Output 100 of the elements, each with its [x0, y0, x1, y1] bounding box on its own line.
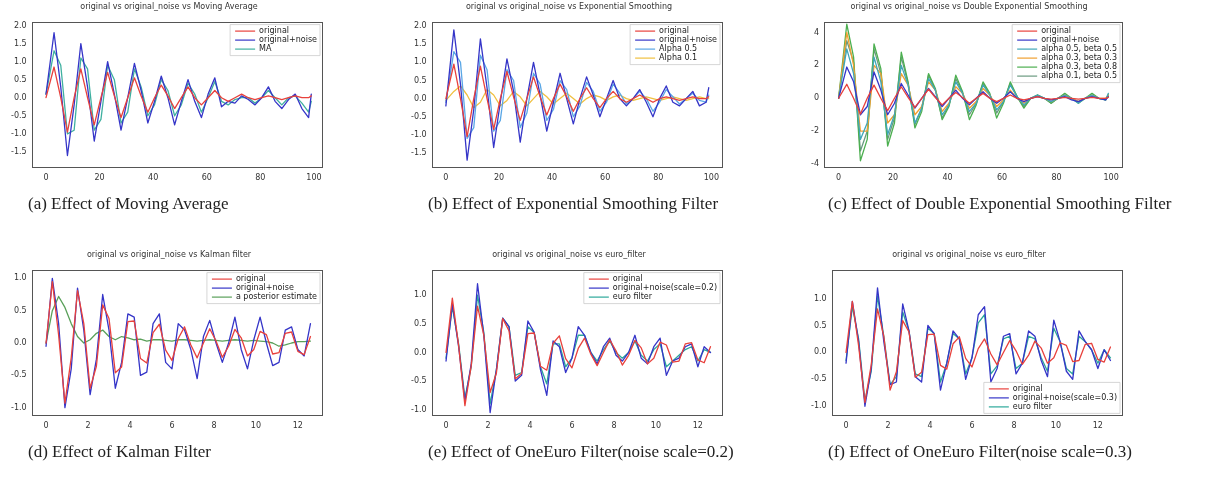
y-tick-label: 0.0	[413, 93, 427, 103]
x-tick-label: 80	[1051, 173, 1062, 183]
text: (b) Effect of Exponential Smoothing Filter	[428, 194, 720, 213]
x-tick-label: 40	[148, 173, 159, 183]
text: (a) Effect of Moving Average	[28, 194, 230, 213]
chart-title: original vs original_noise vs euro_filter	[892, 249, 1047, 259]
x-tick-label: 8	[611, 421, 617, 431]
legend-label: alpha 0.5, beta 0.5	[1041, 44, 1118, 54]
y-tick-label: 1.0	[13, 56, 27, 66]
y-tick-label: 0.5	[13, 305, 27, 315]
x-tick-label: 2	[85, 421, 91, 431]
legend-label: original+noise	[235, 283, 294, 293]
x-tick-label: 80	[653, 173, 664, 183]
x-tick-label: 80	[255, 173, 266, 183]
x-tick-label: 100	[1103, 173, 1119, 183]
y-tick-label: -1.0	[11, 402, 27, 412]
x-tick-label: 40	[942, 173, 953, 183]
y-tick-label: -1.0	[411, 129, 427, 139]
chart-title: original vs original_noise vs Double Exponential Smoothing	[850, 1, 1088, 11]
text: (e) Effect of OneEuro Filter(noise scale=0.2)	[428, 442, 735, 461]
y-tick-label: 0.0	[13, 338, 27, 348]
x-tick-label: 0	[43, 173, 49, 183]
x-tick-label: 0	[443, 173, 449, 183]
x-tick-label: 4	[527, 421, 533, 431]
x-tick-label: 20	[493, 173, 505, 183]
x-tick-label: 0	[836, 173, 842, 183]
x-tick-label: 8	[211, 421, 217, 431]
x-tick-label: 60	[600, 173, 611, 183]
text: (f) Effect of OneEuro Filter(noise scale=0.3)	[828, 442, 1133, 461]
y-tick-label: -1.0	[11, 128, 27, 138]
x-tick-label: 40	[546, 173, 558, 183]
x-tick-label: 6	[969, 421, 975, 431]
legend-label: original	[1012, 383, 1043, 393]
x-tick-label: 0	[843, 421, 849, 431]
y-tick-label: -1.5	[11, 146, 27, 156]
x-tick-label: 10	[1050, 421, 1061, 431]
y-tick-label: 0.5	[413, 318, 427, 328]
y-tick-label: 1.0	[413, 57, 427, 67]
y-tick-label: -2	[810, 126, 819, 136]
x-tick-label: 60	[201, 173, 212, 183]
x-tick-label: 12	[292, 421, 303, 431]
y-tick-label: 1.0	[413, 290, 427, 300]
y-tick-label: 1.0	[13, 273, 27, 283]
y-tick-label: -0.5	[811, 374, 827, 384]
y-tick-label: 2.0	[413, 21, 427, 31]
legend-label: euro filter	[612, 292, 653, 302]
legend-label: original	[659, 26, 690, 36]
x-tick-label: 100	[306, 173, 322, 183]
x-tick-label: 10	[250, 421, 261, 431]
y-tick-label: 0.5	[13, 74, 27, 84]
x-tick-label: 20	[94, 173, 105, 183]
y-tick-label: -1.0	[411, 404, 427, 414]
y-tick-label: -0.5	[11, 370, 27, 380]
legend-label: original+noise(scale=0.2)	[612, 283, 718, 293]
y-tick-label: -0.5	[411, 376, 427, 386]
y-tick-label: 0	[813, 93, 819, 103]
x-tick-label: 8	[1011, 421, 1017, 431]
y-tick-label: 4	[813, 27, 819, 37]
legend-label: euro filter	[1012, 401, 1053, 411]
y-tick-label: -1.0	[811, 401, 827, 411]
text: (d) Effect of Kalman Filter	[28, 442, 212, 461]
y-tick-label: -1.5	[411, 148, 427, 157]
x-tick-label: 12	[692, 421, 703, 431]
legend-label: Alpha 0.5	[659, 44, 698, 54]
y-tick-label: 1.0	[813, 293, 827, 303]
x-tick-label: 6	[569, 421, 575, 431]
x-tick-label: 0	[43, 421, 49, 431]
x-tick-label: 2	[485, 421, 491, 431]
y-tick-label: 0.0	[813, 347, 827, 357]
y-tick-label: 1.5	[13, 38, 27, 48]
y-tick-label: -0.5	[411, 111, 427, 121]
y-tick-label: 0.5	[413, 75, 427, 85]
x-tick-label: 6	[169, 421, 175, 431]
chart-title: original vs original_noise vs Moving Average	[80, 1, 258, 11]
legend-label: alpha 0.3, beta 0.3	[1041, 53, 1118, 63]
legend-label: original+noise(scale=0.3)	[1012, 392, 1118, 402]
y-tick-label: -4	[810, 159, 819, 169]
x-tick-label: 100	[703, 173, 720, 183]
chart-title: original vs original_noise vs Exponential Smoothing	[465, 1, 673, 11]
legend-label: original	[1041, 26, 1072, 36]
chart-title: original vs original_noise vs euro_filter	[492, 249, 647, 259]
legend-label: alpha 0.1, beta 0.5	[1041, 71, 1118, 81]
x-tick-label: 4	[927, 421, 933, 431]
y-tick-label: 0.0	[13, 92, 27, 102]
y-tick-label: 0.5	[813, 320, 827, 330]
legend-label: original+noise	[1041, 35, 1100, 45]
x-tick-label: 60	[997, 173, 1008, 183]
legend-label: Alpha 0.1	[659, 53, 698, 63]
legend-label: alpha 0.3, beta 0.8	[1041, 62, 1118, 72]
x-tick-label: 20	[888, 173, 899, 183]
legend-label: original+noise	[659, 35, 718, 45]
x-tick-label: 10	[650, 421, 661, 431]
legend-label: original	[612, 274, 643, 284]
text: (c) Effect of Double Exponential Smoothing Filter	[828, 194, 1173, 213]
y-tick-label: 1.5	[413, 39, 427, 49]
x-tick-label: 2	[885, 421, 891, 431]
chart-title: original vs original_noise vs Kalman filter	[86, 249, 252, 259]
y-tick-label: -0.5	[11, 110, 27, 120]
y-tick-label: 0.0	[413, 347, 427, 357]
x-tick-label: 0	[443, 421, 449, 431]
